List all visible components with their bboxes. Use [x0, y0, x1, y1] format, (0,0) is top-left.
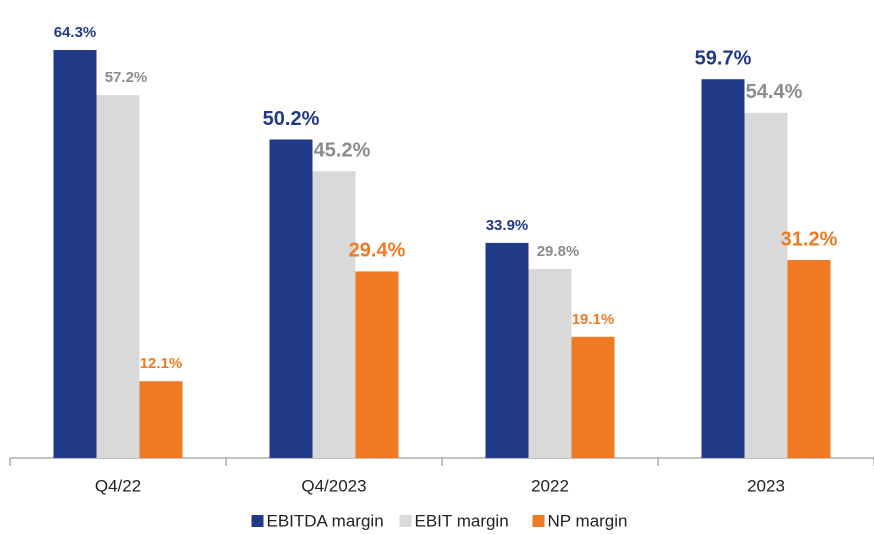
bar	[53, 50, 97, 458]
x-tick-label: 2022	[531, 476, 569, 495]
value-label: 31.2%	[781, 228, 838, 250]
bar	[571, 336, 615, 458]
value-label: 50.2%	[263, 108, 320, 130]
bar	[96, 95, 140, 458]
legend-label: EBIT margin	[415, 511, 509, 530]
bar	[744, 112, 788, 458]
bar	[139, 381, 183, 458]
value-label: 45.2%	[314, 139, 371, 161]
x-tick-label: 2023	[747, 476, 785, 495]
legend-swatch	[251, 515, 264, 527]
legend-label: NP margin	[548, 511, 628, 530]
bar	[485, 242, 529, 458]
x-tick-label: Q4/2023	[301, 476, 366, 495]
value-label: 57.2%	[105, 69, 148, 86]
value-label: 64.3%	[54, 24, 97, 41]
legend-label: EBITDA margin	[267, 511, 384, 530]
bar	[312, 171, 356, 458]
bar	[701, 79, 745, 459]
value-label: 29.8%	[537, 243, 580, 260]
value-label: 19.1%	[572, 311, 615, 328]
value-label: 12.1%	[140, 355, 183, 372]
legend-swatch	[532, 515, 545, 527]
bar	[355, 271, 399, 458]
legend-swatch	[399, 515, 412, 527]
value-label: 59.7%	[695, 47, 752, 69]
bar	[787, 260, 831, 458]
x-tick-label: Q4/22	[95, 476, 141, 495]
bar	[269, 139, 313, 458]
value-label: 54.4%	[746, 81, 803, 103]
value-label: 29.4%	[349, 240, 406, 262]
bar	[528, 268, 572, 458]
value-label: 33.9%	[486, 217, 529, 234]
